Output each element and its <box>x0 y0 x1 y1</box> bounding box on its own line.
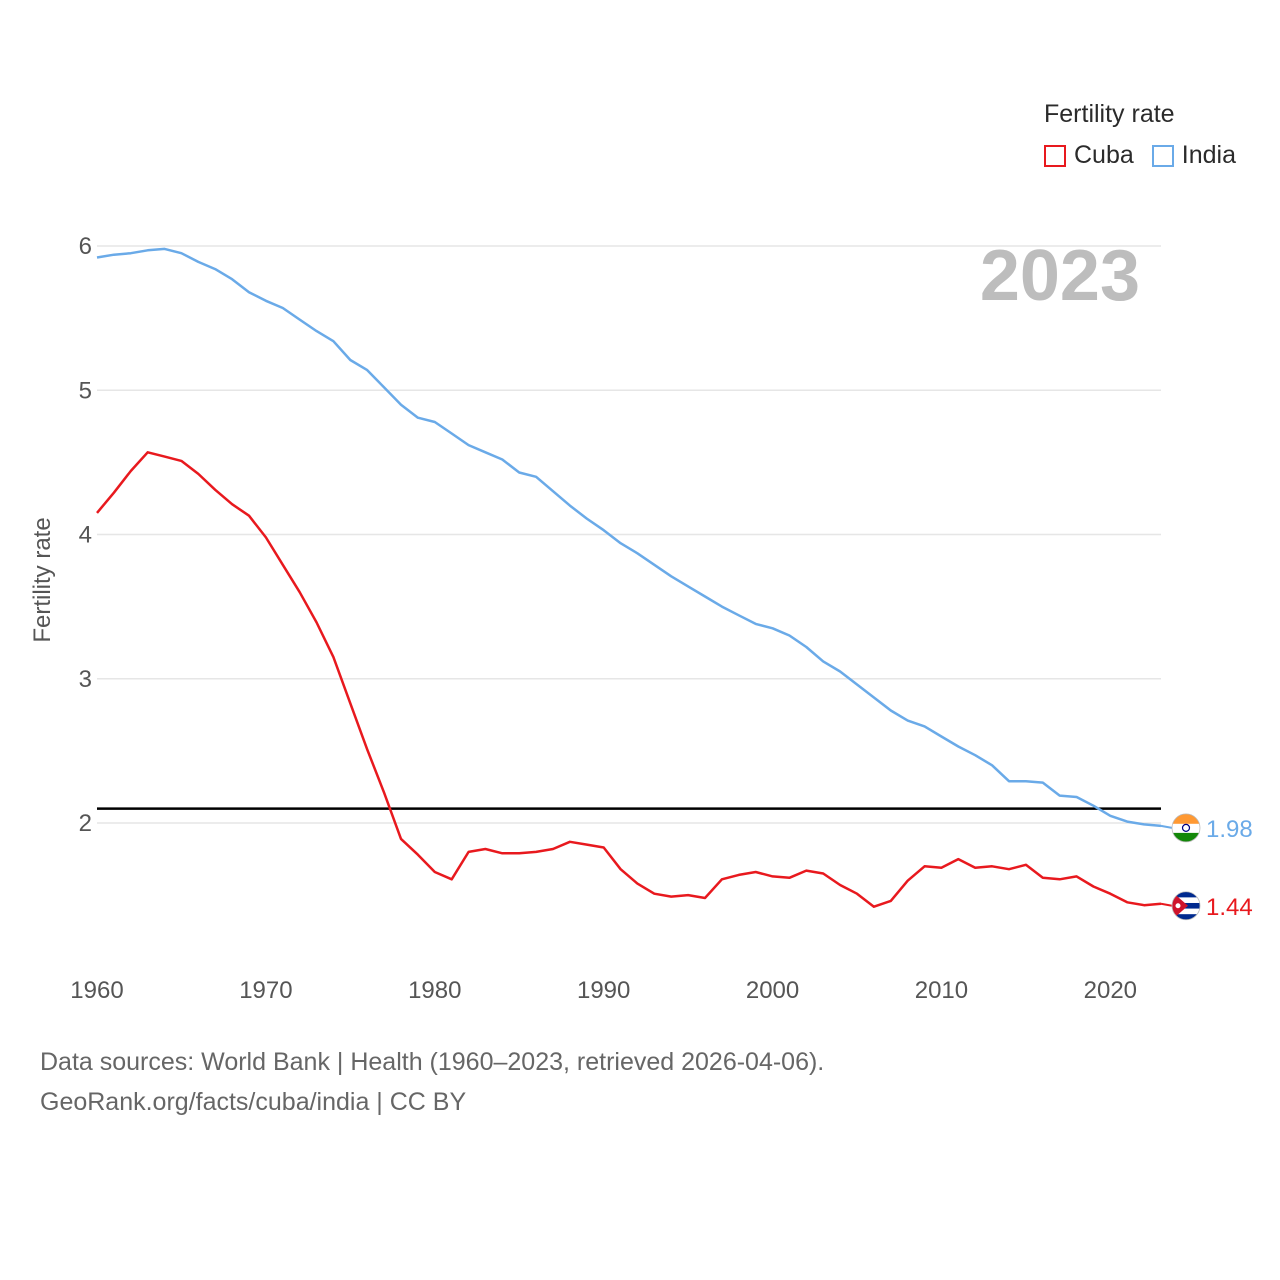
y-axis-ticks: 2 3 4 5 6 <box>79 233 92 837</box>
y-tick-label-4: 4 <box>79 522 92 549</box>
legend-title: Fertility rate <box>1044 100 1175 128</box>
y-tick-label-2: 2 <box>79 810 92 837</box>
series-line-cuba <box>96 451 1162 908</box>
legend-item-india[interactable]: India <box>1151 141 1236 170</box>
y-tick-label-6: 6 <box>79 233 92 260</box>
x-tick-label-2010: 2010 <box>915 977 968 1004</box>
end-connector-india <box>1160 824 1173 829</box>
y-tick-label-3: 3 <box>79 666 92 693</box>
source-line-2[interactable]: GeoRank.org/facts/cuba/india | CC BY <box>40 1088 467 1116</box>
y-tick-label-5: 5 <box>79 377 92 404</box>
end-value-label-cuba: 1.44 <box>1206 894 1253 921</box>
legend-swatch-india <box>1151 144 1174 167</box>
year-label: 2023 <box>980 236 1140 316</box>
flag-cuba-icon <box>1171 891 1201 921</box>
gridlines <box>97 245 1161 824</box>
x-tick-label-1980: 1980 <box>408 977 461 1004</box>
legend-items: Cuba India <box>1044 141 1254 170</box>
series-lines <box>96 247 1162 908</box>
flag-india-icon <box>1171 813 1201 843</box>
end-connector-cuba <box>1160 902 1173 907</box>
y-axis-title: Fertility rate <box>29 517 56 642</box>
x-tick-label-1970: 1970 <box>239 977 292 1004</box>
x-tick-label-1990: 1990 <box>577 977 630 1004</box>
legend-label-india: India <box>1181 141 1236 169</box>
end-markers: 1.44 1.98 <box>1160 813 1253 921</box>
x-tick-label-1960: 1960 <box>70 977 123 1004</box>
series-line-india <box>96 247 1162 828</box>
source-line-1: Data sources: World Bank | Health (1960–… <box>40 1048 825 1076</box>
x-axis-ticks: 1960 1970 1980 1990 2000 2010 2020 <box>70 977 1137 1004</box>
legend-swatch-cuba <box>1044 144 1066 167</box>
legend-label-cuba: Cuba <box>1074 141 1134 169</box>
x-tick-label-2000: 2000 <box>746 977 799 1004</box>
source-note: Data sources: World Bank | Health (1960–… <box>40 1042 824 1122</box>
legend: Fertility rate Cuba India <box>1044 100 1254 170</box>
x-tick-label-2020: 2020 <box>1084 977 1137 1004</box>
legend-item-cuba[interactable]: Cuba <box>1044 141 1134 170</box>
end-value-label-india: 1.98 <box>1206 816 1253 843</box>
